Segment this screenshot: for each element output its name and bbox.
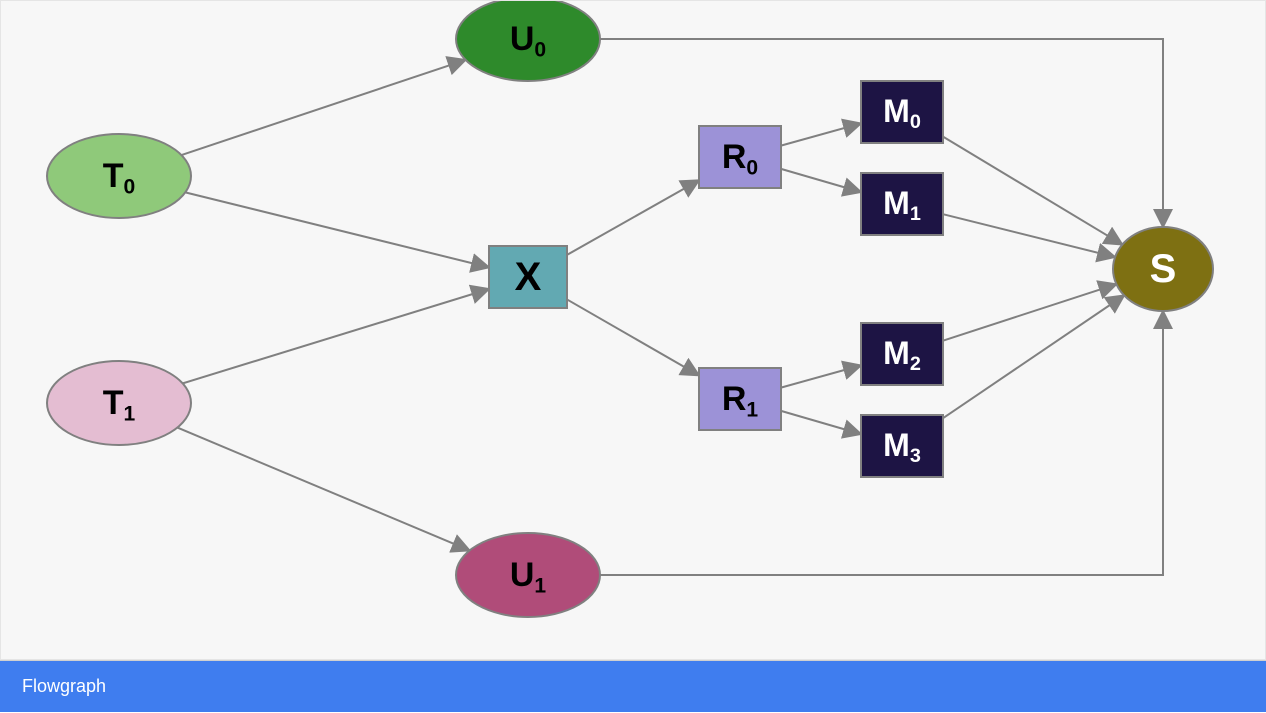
node-U1: U1 [456,533,600,617]
node-R0: R0 [699,126,781,188]
edge-R1-M3 [781,411,861,434]
node-label-S: S [1150,247,1177,291]
diagram-canvas: T0 T1 U0 U1 X R0 R1 M0 M1 M2 M3 S [0,0,1266,660]
caption-text: Flowgraph [22,676,106,697]
node-T1: T1 [47,361,191,445]
edge-M2-S [943,284,1116,340]
edge-M0-S [943,137,1122,245]
edge-R0-M0 [781,123,861,145]
node-M3: M3 [861,415,943,477]
edge-R1-M2 [781,365,861,387]
node-X: X [489,246,567,308]
node-T0: T0 [47,134,191,218]
edge-M1-S [943,214,1115,257]
edge-X-R0 [567,180,699,255]
node-M0: M0 [861,81,943,143]
node-M2: M2 [861,323,943,385]
caption-bar: Flowgraph [0,660,1266,712]
node-S: S [1113,227,1213,311]
edge-X-R1 [567,299,699,375]
node-U0: U0 [456,1,600,81]
edge-T0-U0 [181,60,465,155]
flowgraph-svg: T0 T1 U0 U1 X R0 R1 M0 M1 M2 M3 S [1,1,1266,661]
edge-M3-S [943,295,1124,418]
edges-layer [177,39,1163,575]
edge-T1-U1 [177,428,469,551]
node-R1: R1 [699,368,781,430]
node-label-X: X [515,255,542,299]
edge-T0-X [185,192,489,267]
edge-T1-X [183,289,489,383]
node-M1: M1 [861,173,943,235]
edge-R0-M1 [781,169,861,192]
